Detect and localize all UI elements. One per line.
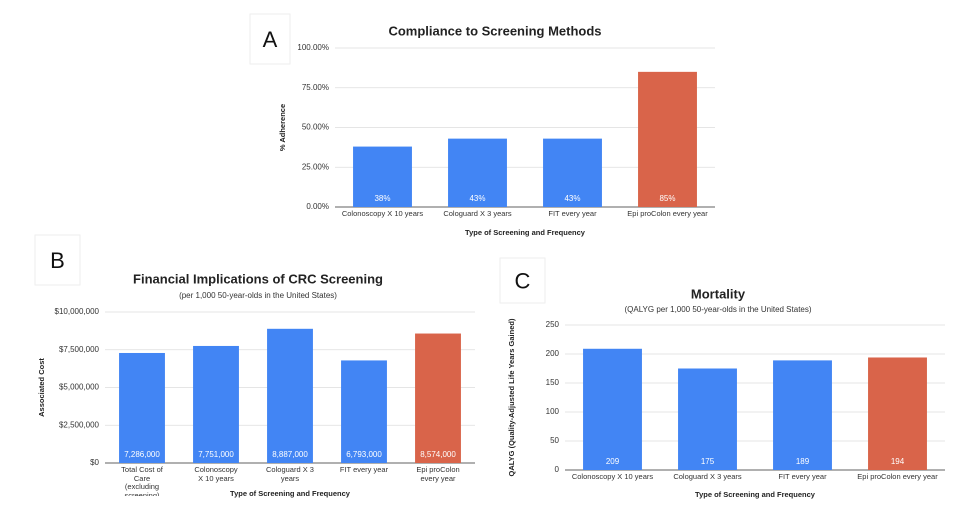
y-tick-label: 100.00%	[297, 43, 329, 52]
bar	[543, 138, 602, 207]
bar	[353, 146, 412, 207]
y-tick-label: $10,000,000	[55, 307, 100, 316]
x-tick-label-box: Cologuard X 3 years	[673, 473, 742, 481]
y-tick-label: 200	[546, 349, 560, 358]
bar	[267, 328, 313, 463]
x-axis-title: Type of Screening and Frequency	[230, 489, 351, 498]
y-tick-label: 50.00%	[302, 123, 329, 132]
y-tick-label: 0	[555, 465, 560, 474]
value-label: 6,793,000	[346, 450, 382, 459]
value-label: 8,887,000	[272, 450, 308, 459]
x-tick-label-box: Cologuard X 3 years	[266, 466, 314, 483]
x-tick-label-box: Cologuard X 3 years	[443, 210, 512, 218]
x-tick-label: Colonoscopy X 10 years	[341, 210, 424, 218]
bar	[638, 71, 697, 207]
bar	[448, 138, 507, 207]
bar	[415, 333, 461, 463]
x-tick-label-box: Colonoscopy X 10 years	[571, 473, 654, 481]
x-tick-label: Cologuard X 3 years	[673, 473, 742, 481]
y-tick-label: 150	[546, 378, 560, 387]
bar	[193, 345, 239, 463]
bar	[773, 360, 832, 470]
panel-label-box	[249, 13, 291, 65]
x-tick-label: Epi proColon every year	[416, 466, 460, 483]
chart-title: Compliance to Screening Methods	[388, 23, 601, 38]
x-tick-label: FIT every year	[778, 473, 827, 481]
x-tick-label-box: Epi proColon every year	[627, 210, 708, 218]
x-tick-label-box: Colonoscopy X 10 years	[194, 466, 238, 483]
y-tick-label: 75.00%	[302, 83, 329, 92]
bar	[678, 368, 737, 470]
chart-subtitle: (per 1,000 50-year-olds in the United St…	[179, 291, 337, 300]
panel-label: A	[263, 27, 278, 52]
panel-label: B	[50, 248, 65, 273]
bar	[341, 360, 387, 463]
x-axis-title: Type of Screening and Frequency	[695, 490, 816, 499]
x-tick-label-box: FIT every year	[778, 473, 827, 481]
x-tick-label: Colonoscopy X 10 years	[571, 473, 654, 481]
value-label: 85%	[659, 194, 675, 203]
y-tick-label: $7,500,000	[59, 345, 100, 354]
y-tick-label: 50	[550, 436, 559, 445]
value-label: 209	[606, 457, 620, 466]
value-label: 7,286,000	[124, 450, 160, 459]
value-label: 43%	[564, 194, 580, 203]
chart-title: Financial Implications of CRC Screening	[133, 271, 383, 286]
y-tick-label: 25.00%	[302, 162, 329, 171]
y-tick-label: 250	[546, 320, 560, 329]
y-axis-title: % Adherence	[278, 104, 287, 151]
bar	[868, 357, 927, 470]
x-tick-label: Total Cost of Care (excluding screening)	[121, 466, 163, 496]
panel-label-box	[34, 234, 81, 286]
x-tick-label-box: Total Cost of Care (excluding screening)	[121, 466, 163, 496]
y-axis-title: QALYG (Quality-Adjusted Life Years Gaine…	[507, 318, 516, 476]
bar	[583, 348, 642, 470]
y-tick-label: 0.00%	[306, 202, 329, 211]
x-axis-title: Type of Screening and Frequency	[465, 228, 586, 237]
chart-subtitle: (QALYG per 1,000 50-year-olds in the Uni…	[624, 305, 811, 314]
value-label: 194	[891, 457, 905, 466]
chart-title: Mortality	[691, 286, 746, 301]
x-tick-label-box: Colonoscopy X 10 years	[341, 210, 424, 218]
x-tick-label: Cologuard X 3 years	[443, 210, 512, 218]
panel-label: C	[515, 268, 531, 293]
y-tick-label: 100	[546, 407, 560, 416]
value-label: 7,751,000	[198, 450, 234, 459]
y-axis-title: Associated Cost	[37, 358, 46, 417]
bar	[119, 352, 165, 463]
x-tick-label-box: Epi proColon every year	[857, 473, 938, 481]
value-label: 175	[701, 457, 715, 466]
value-label: 38%	[374, 194, 390, 203]
x-tick-label-box: Epi proColon every year	[416, 466, 460, 483]
x-tick-label-box: FIT every year	[548, 210, 597, 218]
x-tick-label: FIT every year	[339, 466, 389, 474]
y-tick-label: $5,000,000	[59, 383, 100, 392]
y-tick-label: $2,500,000	[59, 420, 100, 429]
x-tick-label: Cologuard X 3 years	[266, 466, 314, 483]
x-tick-label: FIT every year	[548, 210, 597, 218]
value-label: 43%	[469, 194, 485, 203]
panel-label-box	[499, 257, 546, 304]
y-tick-label: $0	[90, 458, 99, 467]
value-label: 189	[796, 457, 810, 466]
x-tick-label: Epi proColon every year	[627, 210, 708, 218]
value-label: 8,574,000	[420, 450, 456, 459]
x-tick-label: Colonoscopy X 10 years	[194, 466, 238, 483]
x-tick-label-box: FIT every year	[339, 466, 389, 474]
x-tick-label: Epi proColon every year	[857, 473, 938, 481]
